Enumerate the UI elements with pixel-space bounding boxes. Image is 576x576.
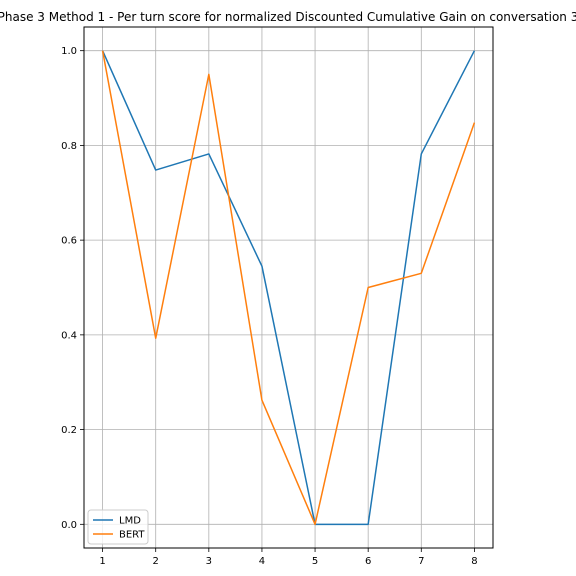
y-tick-label: 0.0 bbox=[61, 520, 77, 531]
x-tick-label: 5 bbox=[312, 556, 318, 567]
x-tick-label: 3 bbox=[206, 556, 212, 567]
axis-ticks: 1 2 3 4 5 6 7 8 0.0 0.2 0.4 0.6 0.8 1.0 bbox=[61, 46, 478, 567]
legend: LMD BERT bbox=[87, 509, 149, 545]
y-tick-label: 0.4 bbox=[61, 330, 77, 341]
y-tick-label: 0.2 bbox=[61, 425, 77, 436]
x-tick-label: 8 bbox=[471, 556, 477, 567]
y-tick-label: 0.8 bbox=[61, 141, 77, 152]
x-tick-label: 6 bbox=[365, 556, 371, 567]
legend-label-lmd: LMD bbox=[119, 516, 141, 527]
x-tick-label: 4 bbox=[259, 556, 265, 567]
x-tick-label: 1 bbox=[99, 556, 105, 567]
y-tick-label: 1.0 bbox=[61, 46, 77, 57]
series-layer bbox=[101, 50, 476, 526]
plot-frame bbox=[83, 26, 494, 549]
series-line-lmd bbox=[101, 50, 476, 526]
legend-box bbox=[87, 509, 149, 545]
x-tick-label: 7 bbox=[418, 556, 424, 567]
series-line-bert bbox=[101, 50, 476, 526]
chart-title: Phase 3 Method 1 - Per turn score for no… bbox=[0, 10, 576, 24]
legend-label-bert: BERT bbox=[119, 530, 145, 541]
y-tick-label: 0.6 bbox=[61, 236, 77, 247]
x-tick-label: 2 bbox=[153, 556, 159, 567]
grid-lines bbox=[84, 27, 493, 548]
